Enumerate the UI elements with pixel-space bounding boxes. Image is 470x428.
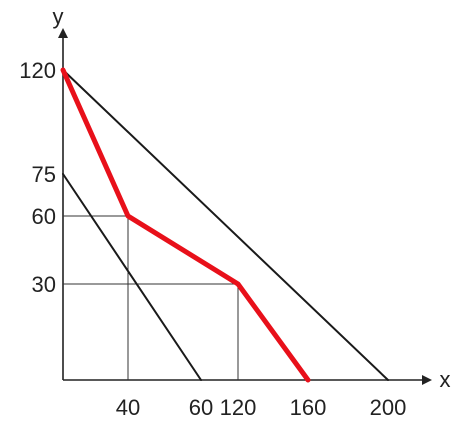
x-tick-label: 160 [290, 395, 327, 420]
series-line [62, 173, 202, 381]
y-tick-label: 75 [32, 162, 56, 187]
series-lines [60, 67, 389, 383]
x-tick-label: 60 [189, 395, 213, 420]
x-tick-label: 120 [220, 395, 257, 420]
guide-lines [63, 215, 239, 380]
x-axis-label: x [440, 367, 451, 392]
tick-labels: 40 60 120 160 200 30 60 75 120 [19, 58, 406, 420]
y-axis-label: y [53, 4, 64, 29]
x-tick-label: 200 [370, 395, 407, 420]
y-tick-label: 30 [32, 272, 56, 297]
x-tick-label: 40 [116, 395, 140, 420]
highlight-series-line [60, 67, 311, 383]
y-tick-label: 120 [19, 58, 56, 83]
series-line [62, 69, 389, 381]
y-tick-label: 60 [32, 204, 56, 229]
